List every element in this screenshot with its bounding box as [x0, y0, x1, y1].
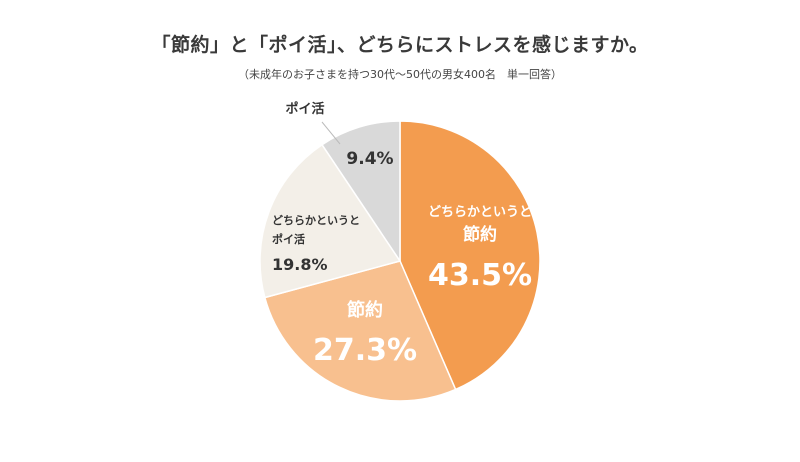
pie-slice-0 — [399, 120, 541, 391]
slice-label-0-line-1: 節約 — [462, 224, 497, 245]
chart-title: 「節約」と「ポイ活」、どちらにストレスを感じますか。 — [151, 34, 649, 56]
chart-subtitle: （未成年のお子さまを持つ30代〜50代の男女400名 単一回答） — [238, 68, 562, 81]
pie-labels: どちらかというと節約43.5%節約27.3%どちらかというとポイ活19.8%9.… — [272, 101, 532, 368]
pie-slices — [259, 120, 541, 402]
slice-value-label-0: 43.5% — [428, 258, 532, 293]
slice-label-0-line-0: どちらかというと — [428, 205, 532, 220]
slice-label-2-line-1: ポイ活 — [272, 232, 305, 246]
slice-outside-label-3: ポイ活 — [285, 101, 324, 117]
slice-label-1-line-0: 節約 — [347, 299, 383, 321]
slice-label-2-line-0: どちらかというと — [272, 214, 360, 227]
pie-slice-2 — [259, 143, 402, 299]
pie-slice-1 — [263, 260, 457, 402]
slice-value-label-1: 27.3% — [313, 333, 417, 368]
slice-value-label-3: 9.4% — [346, 149, 393, 169]
pie-slice-3 — [320, 120, 401, 264]
slice-leader-line-3 — [321, 121, 341, 145]
slice-value-label-2: 19.8% — [272, 255, 328, 274]
